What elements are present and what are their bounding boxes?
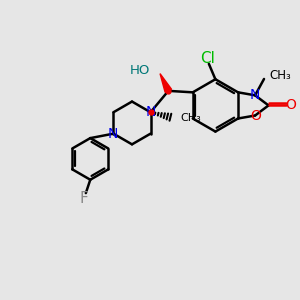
Text: O: O — [286, 98, 296, 112]
Text: O: O — [250, 109, 261, 123]
Polygon shape — [160, 74, 172, 92]
Text: N: N — [249, 88, 260, 102]
Text: N: N — [108, 127, 118, 141]
Text: Cl: Cl — [200, 51, 215, 66]
Text: HO: HO — [130, 64, 151, 77]
Text: N: N — [146, 105, 156, 119]
Text: CH₃: CH₃ — [269, 70, 291, 83]
Text: F: F — [79, 191, 88, 206]
Text: CH₃: CH₃ — [180, 113, 201, 124]
